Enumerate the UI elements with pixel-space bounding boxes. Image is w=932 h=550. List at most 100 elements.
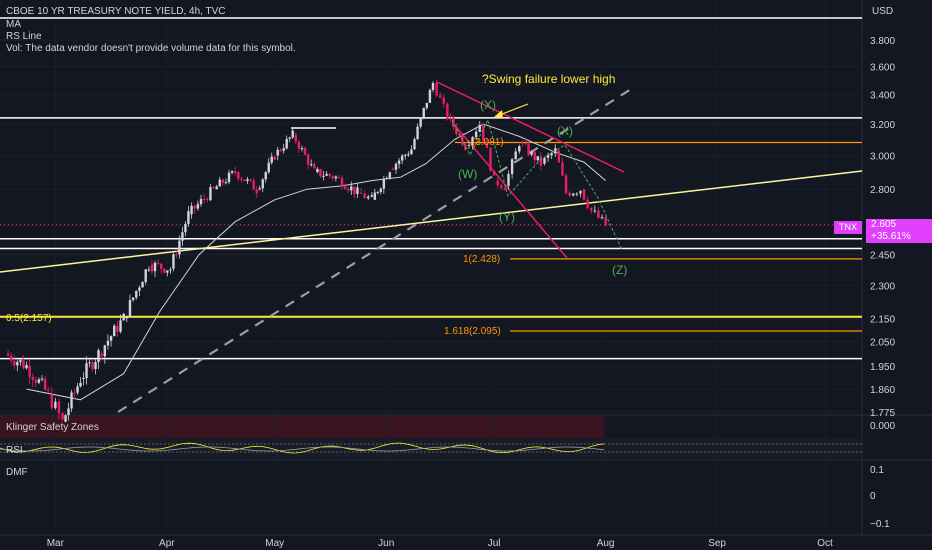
candle-body bbox=[119, 320, 122, 332]
candle-body bbox=[340, 177, 344, 187]
candle-body bbox=[455, 126, 458, 134]
candle-body bbox=[249, 179, 252, 181]
candle-body bbox=[416, 126, 419, 140]
candle-body bbox=[288, 137, 291, 139]
candle-body bbox=[533, 151, 536, 161]
candle-body bbox=[181, 232, 184, 241]
candle-body bbox=[54, 401, 57, 408]
candle-body bbox=[518, 146, 521, 152]
candle-body bbox=[322, 175, 325, 177]
wave-z-label: (Z) bbox=[612, 263, 628, 277]
candle-body bbox=[6, 353, 10, 356]
candle-body bbox=[175, 254, 178, 256]
candle-body bbox=[554, 148, 557, 154]
candle-body bbox=[9, 355, 13, 361]
swing-failure-annotation: ?Swing failure lower high bbox=[482, 72, 616, 86]
channel-upper-line bbox=[436, 81, 625, 173]
candle-body bbox=[550, 153, 553, 156]
candle-body bbox=[328, 173, 331, 177]
candle-body bbox=[224, 182, 228, 184]
candle-body bbox=[407, 154, 410, 156]
candle-body bbox=[310, 164, 313, 166]
candle-body bbox=[474, 131, 478, 138]
y-tick-label: 2.300 bbox=[870, 281, 895, 292]
y-tick-label: 2.050 bbox=[870, 338, 895, 349]
candle-body bbox=[442, 97, 445, 104]
candle-body bbox=[13, 360, 16, 366]
candle-body bbox=[264, 172, 267, 180]
rsi-line bbox=[0, 442, 605, 454]
candle-body bbox=[34, 379, 38, 383]
candle-body bbox=[46, 389, 50, 391]
candle-body bbox=[261, 179, 264, 189]
x-tick-label: Aug bbox=[597, 538, 615, 549]
sub-pane-tick-label: 0.1 bbox=[870, 465, 884, 476]
candle-body bbox=[150, 264, 154, 272]
candle-body bbox=[73, 392, 76, 394]
fib-1-label: 1(2.428) bbox=[463, 254, 501, 265]
swing-failure-arrowhead bbox=[494, 110, 503, 118]
candle-body bbox=[530, 151, 533, 155]
y-tick-label: 2.800 bbox=[870, 185, 895, 196]
candle-body bbox=[331, 176, 334, 179]
candle-body bbox=[586, 199, 589, 208]
last-price: 2.605 bbox=[871, 219, 897, 230]
candle-body bbox=[237, 172, 240, 179]
candle-body bbox=[31, 376, 34, 380]
candle-body bbox=[382, 178, 386, 189]
candle-body bbox=[82, 377, 85, 379]
y-tick-label: 3.600 bbox=[870, 62, 895, 73]
candle-body bbox=[221, 179, 225, 183]
candle-body bbox=[410, 149, 413, 155]
candle-body bbox=[147, 269, 151, 271]
candle-body bbox=[255, 189, 258, 194]
candle-body bbox=[25, 365, 28, 369]
candle-body bbox=[88, 362, 91, 364]
candle-body bbox=[492, 170, 496, 176]
candle-body bbox=[397, 160, 401, 164]
candle-body bbox=[43, 378, 47, 390]
candle-body bbox=[28, 366, 31, 377]
candle-body bbox=[209, 187, 212, 201]
candle-body bbox=[404, 154, 407, 156]
candle-body bbox=[546, 155, 550, 158]
candle-body bbox=[19, 360, 22, 363]
sub-pane-tick-label: −0.1 bbox=[870, 519, 890, 530]
elliott-wave-path bbox=[451, 118, 623, 251]
rsi-label: RSI bbox=[6, 445, 23, 456]
sub-pane-tick-label: 0.000 bbox=[870, 421, 895, 432]
candle-body bbox=[22, 360, 25, 369]
candle-body bbox=[394, 163, 398, 170]
candle-body bbox=[359, 192, 363, 194]
last-change: +35.61% bbox=[871, 231, 911, 242]
candle-body bbox=[279, 149, 282, 151]
candle-body bbox=[356, 187, 359, 194]
candle-body bbox=[496, 180, 499, 186]
y-tick-label: 3.800 bbox=[870, 36, 895, 47]
candle-body bbox=[199, 198, 203, 205]
candle-body bbox=[419, 117, 422, 127]
candle-body bbox=[467, 145, 471, 147]
candle-body bbox=[425, 102, 429, 108]
fib-3081-label: (3.081) bbox=[472, 137, 504, 148]
candle-body bbox=[431, 83, 435, 90]
candle-body bbox=[64, 415, 67, 422]
candle-body bbox=[325, 173, 328, 176]
candle-body bbox=[376, 191, 380, 193]
candle-body bbox=[334, 176, 338, 179]
dashed-trendline bbox=[117, 85, 637, 413]
candle-body bbox=[503, 187, 507, 191]
candle-body bbox=[172, 254, 175, 269]
candle-body bbox=[267, 162, 270, 173]
candle-body bbox=[116, 325, 119, 332]
candle-body bbox=[246, 179, 249, 182]
klinger-label: Klinger Safety Zones bbox=[6, 422, 99, 433]
candle-body bbox=[270, 156, 273, 163]
candle-body bbox=[85, 363, 88, 378]
candle-body bbox=[379, 188, 383, 192]
candle-body bbox=[61, 413, 64, 420]
candle-body bbox=[579, 190, 582, 194]
candle-body bbox=[536, 156, 539, 161]
candle-body bbox=[527, 144, 530, 155]
